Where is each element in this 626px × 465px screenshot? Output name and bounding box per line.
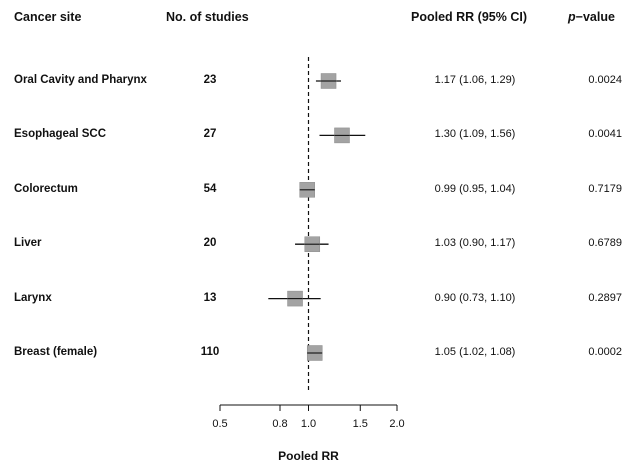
header-no-of-studies: No. of studies — [166, 10, 249, 24]
x-tick-label: 2.0 — [389, 418, 404, 430]
p-value: 0.0041 — [588, 128, 622, 141]
study-count: 20 — [203, 237, 217, 250]
p-value: 0.0024 — [588, 74, 622, 86]
pooled-rr-value: 1.30 (1.09, 1.56) — [434, 128, 516, 141]
pooled-rr-value: 1.05 (1.02, 1.08) — [434, 346, 516, 358]
cancer-site-label: Oral Cavity and Pharynx — [14, 74, 147, 86]
pooled-rr-value: 1.17 (1.06, 1.29) — [434, 74, 516, 86]
x-tick-label: 1.5 — [353, 418, 368, 430]
pooled-rr-value: 1.03 (0.90, 1.17) — [434, 237, 516, 250]
table-row: Breast (female) 110 1.05 (1.02, 1.08) 0.000… — [0, 343, 626, 363]
p-value: 0.7179 — [588, 182, 622, 195]
cancer-site-label: Colorectum — [14, 182, 78, 195]
table-row: Oral Cavity and Pharynx 23 1.17 (1.06, 1.2… — [0, 71, 626, 91]
table-row: Liver 20 1.03 (0.90, 1.17) 0.6789 — [0, 234, 626, 254]
p-value-suffix: −value — [575, 10, 615, 24]
table-row: Esophageal SCC 27 1.30 (1.09, 1.56) 0.0041 — [0, 125, 626, 145]
study-count: 13 — [203, 291, 217, 304]
x-tick-label: 1.0 — [301, 418, 316, 430]
p-value: 0.2897 — [588, 291, 622, 304]
table-row: Colorectum 54 0.99 (0.95, 1.04) 0.7179 — [0, 180, 626, 200]
cancer-site-label: Breast (female) — [14, 346, 98, 358]
x-tick-label: 0.8 — [272, 418, 287, 430]
header-cancer-site: Cancer site — [14, 10, 82, 24]
study-count: 110 — [200, 346, 220, 358]
table-row: Larynx 13 0.90 (0.73, 1.10) 0.2897 — [0, 289, 626, 309]
study-count: 27 — [203, 128, 217, 141]
pooled-rr-value: 0.99 (0.95, 1.04) — [434, 182, 516, 195]
p-value: 0.0002 — [588, 346, 622, 358]
study-count: 23 — [203, 74, 217, 86]
header-p-value: p−value — [568, 10, 615, 24]
p-value: 0.6789 — [588, 237, 622, 250]
pooled-rr-value: 0.90 (0.73, 1.10) — [434, 291, 516, 304]
cancer-site-label: Larynx — [14, 291, 52, 304]
study-count: 54 — [203, 182, 217, 195]
x-axis-title: Pooled RR — [278, 449, 339, 463]
cancer-site-label: Liver — [14, 237, 42, 250]
header-pooled-rr: Pooled RR (95% CI) — [411, 10, 527, 24]
cancer-site-label: Esophageal SCC — [14, 128, 107, 141]
p-value-italic: p — [568, 10, 576, 24]
x-tick-label: 0.5 — [212, 418, 227, 430]
